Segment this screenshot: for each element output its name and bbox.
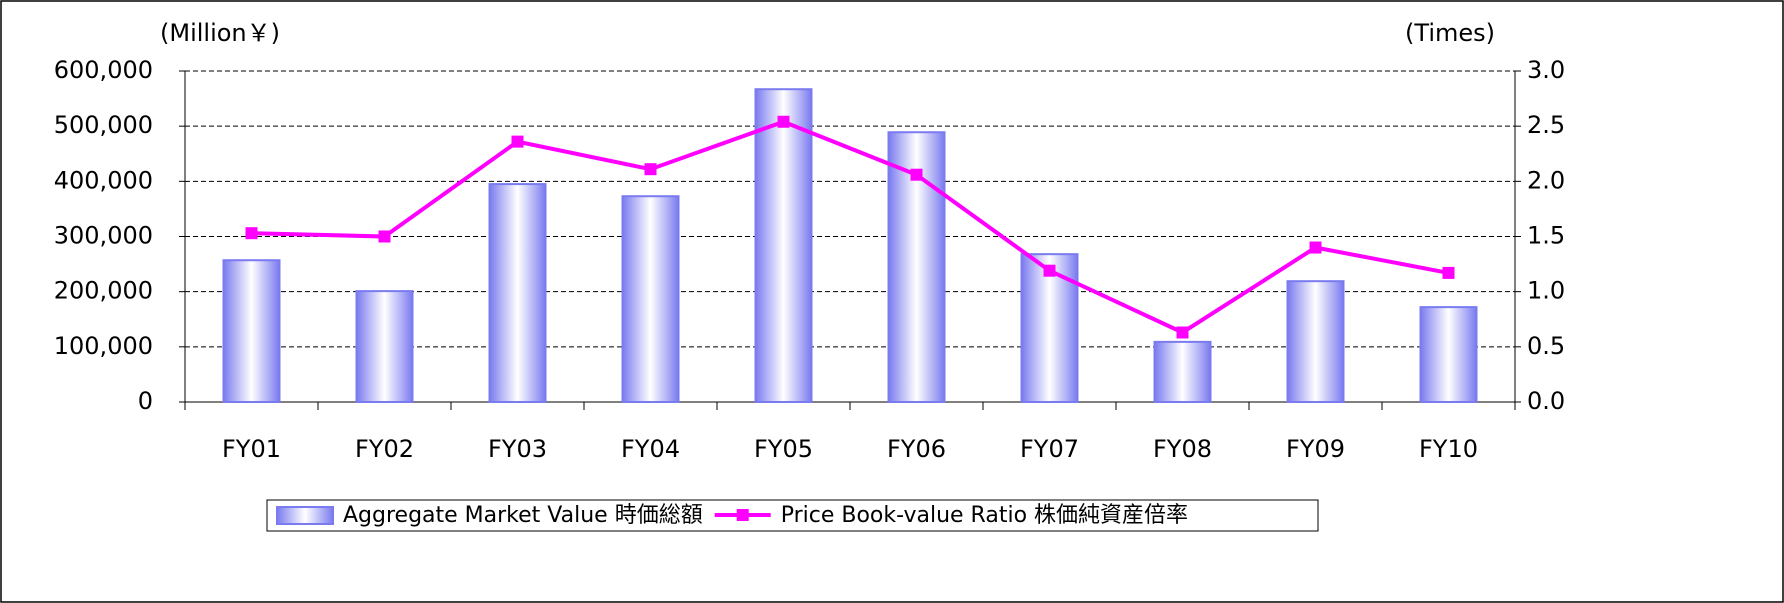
x-tick-label: FY01 [222,435,281,463]
y-tick-label: 0 [138,387,153,415]
bar [1419,306,1478,404]
x-tick-label: FY05 [754,435,813,463]
y-tick-label: 400,000 [54,166,153,194]
x-tick-label: FY08 [1153,435,1212,463]
legend-label: Aggregate Market Value 時価総額 [343,503,703,528]
x-tick-label: FY04 [621,435,680,463]
x-tick-label: FY03 [488,435,547,463]
y2-tick-label: 0.0 [1527,387,1565,415]
marker [777,115,790,128]
marker [644,163,657,176]
y-tick-label: 200,000 [54,277,153,305]
bar [488,183,547,403]
y2-tick-label: 2.0 [1527,166,1565,194]
legend-marker [736,509,749,521]
x-tick-label: FY06 [887,435,946,463]
y-tick-label: 100,000 [54,332,153,360]
marker [245,227,258,240]
bar [222,259,281,404]
y2-tick-label: 0.5 [1527,332,1565,360]
marker [1176,326,1189,339]
marker [1442,266,1455,279]
y2-tick-label: 1.0 [1527,277,1565,305]
marker [511,135,524,148]
legend-label: Price Book-value Ratio 株価純資産倍率 [781,503,1188,528]
x-tick-label: FY10 [1419,435,1478,463]
y2-tick-label: 3.0 [1527,56,1565,84]
legend-box [266,499,1319,532]
line [251,119,1449,335]
bar [355,290,414,403]
x-tick-label: FY07 [1020,435,1079,463]
x-tick-label: FY02 [355,435,414,463]
marker [910,168,923,181]
bar [621,195,680,403]
y2-tick-label: 2.5 [1527,111,1565,139]
y-tick-label: 500,000 [54,111,153,139]
bar [1153,340,1212,404]
bar [1286,280,1345,403]
y-axis-label: (Million￥) [160,19,280,47]
y-tick-label: 600,000 [54,56,153,84]
marker [1309,241,1322,254]
bar [754,88,813,404]
y2-tick-label: 1.5 [1527,222,1565,250]
marker [378,230,391,243]
marker [1043,264,1056,277]
x-tick-label: FY09 [1286,435,1345,463]
legend-swatch [276,506,334,525]
y-tick-label: 300,000 [54,222,153,250]
y2-axis-label: (Times) [1405,19,1495,47]
